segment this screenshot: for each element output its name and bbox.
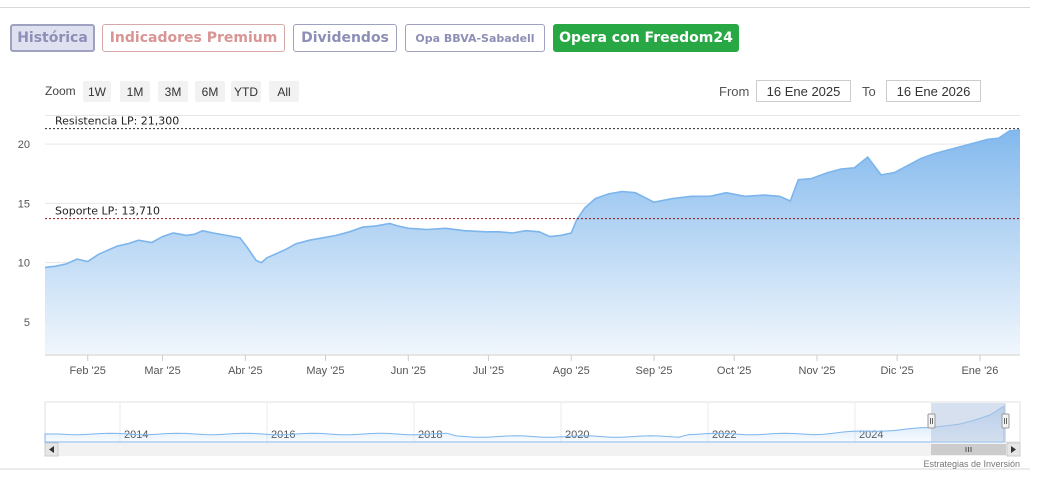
annotation-label: Resistencia LP: 21,300 [55, 115, 179, 128]
price-area [45, 129, 1020, 354]
scrollbar-track[interactable] [45, 443, 1020, 456]
arrow-right-icon [1011, 446, 1016, 453]
toolbar-divider [45, 115, 1020, 116]
y-tick-label: 10 [18, 258, 30, 270]
zoom-1m-button[interactable]: 1M [120, 81, 150, 102]
x-tick-label: May '25 [306, 365, 344, 377]
x-tick-label: Ago '25 [553, 365, 590, 377]
zoom-3m-button[interactable]: 3M [158, 81, 188, 102]
arrow-left-icon [49, 446, 54, 453]
credit-text: Estrategias de Inversión [923, 459, 1020, 469]
x-tick-label: Ene '26 [961, 365, 998, 377]
x-tick-label: Jul '25 [473, 365, 504, 377]
tab-opa-bbva-sabadell[interactable]: Opa BBVA-Sabadell [405, 24, 545, 52]
y-tick-label: 20 [18, 139, 30, 151]
zoom-1w-button[interactable]: 1W [83, 81, 111, 102]
tab-indicadores-premium[interactable]: Indicadores Premium [102, 24, 285, 52]
zoom-all-button[interactable]: All [269, 81, 299, 102]
from-label: From [719, 84, 750, 99]
navigator-right-handle[interactable] [1001, 413, 1010, 429]
navigator-left-handle[interactable] [927, 413, 936, 429]
price-line [44, 129, 1021, 269]
x-tick-label: Nov '25 [799, 365, 836, 377]
x-tick-label: Dic '25 [880, 365, 913, 377]
zoom-ytd-button[interactable]: YTD [231, 81, 261, 102]
x-tick-label: Mar '25 [144, 365, 180, 377]
navigator[interactable]: 201420162018202020222024 [44, 401, 1021, 443]
x-axis: Feb '25 Mar '25 Abr '25 May '25 Jun '25 Jul '… [70, 355, 998, 377]
top-divider [0, 7, 1030, 8]
scrollbar[interactable] [44, 442, 1021, 457]
navigator-area [44, 405, 1005, 443]
y-tick-label: 15 [18, 198, 30, 210]
x-tick-label: Abr '25 [228, 365, 263, 377]
zoom-label: Zoom [45, 84, 76, 98]
annotations: Resistencia LP: 21,300 Soporte LP: 13,710 [45, 115, 1020, 220]
y-tick-label: 5 [24, 317, 30, 329]
x-tick-label: Jun '25 [391, 365, 426, 377]
zoom-6m-button[interactable]: 6M [195, 81, 225, 102]
x-tick-label: Feb '25 [70, 365, 106, 377]
y-axis: 5 10 15 20 [18, 139, 30, 329]
tab-historica[interactable]: Histórica [10, 24, 95, 52]
to-label: To [862, 84, 876, 99]
x-tick-label: Sep '25 [636, 365, 673, 377]
navigator-selection[interactable] [931, 403, 1006, 442]
from-date-input[interactable]: 16 Ene 2025 [756, 80, 851, 102]
freedom24-button[interactable]: Opera con Freedom24 [553, 24, 739, 52]
tab-dividendos[interactable]: Dividendos [293, 24, 397, 52]
to-date-input[interactable]: 16 Ene 2026 [886, 80, 981, 102]
x-tick-label: Oct '25 [717, 365, 752, 377]
annotation-label: Soporte LP: 13,710 [55, 205, 160, 218]
